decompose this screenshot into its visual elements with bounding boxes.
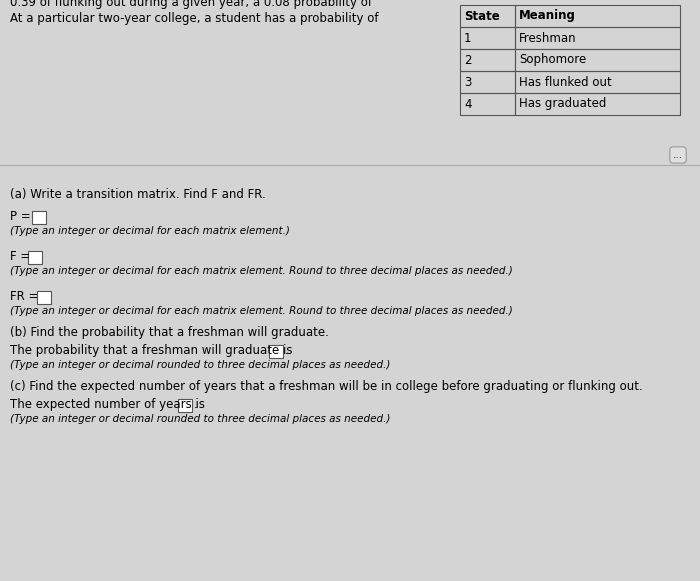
Text: State: State [464, 9, 500, 23]
Bar [515, 5, 680, 27]
Text: (a) Write a transition matrix. Find F and FR.: (a) Write a transition matrix. Find F an… [10, 188, 266, 201]
Bar [460, 71, 515, 93]
Text: 0.39 of flunking out during a given year, a 0.08 probability of: 0.39 of flunking out during a given year… [10, 0, 372, 9]
Bar [460, 49, 515, 71]
Text: (Type an integer or decimal for each matrix element.): (Type an integer or decimal for each mat… [10, 226, 290, 236]
Bar [460, 5, 515, 27]
Bar [37, 291, 51, 304]
Text: .: . [285, 344, 288, 357]
Bar [515, 27, 680, 49]
Text: .: . [194, 398, 197, 411]
Bar [32, 211, 46, 224]
Text: Has graduated: Has graduated [519, 98, 606, 110]
Text: At a particular two-year college, a student has a probability of: At a particular two-year college, a stud… [10, 12, 379, 25]
Bar [269, 345, 283, 358]
Bar [515, 93, 680, 115]
Text: The expected number of years is: The expected number of years is [10, 398, 205, 411]
Text: (Type an integer or decimal for each matrix element. Round to three decimal plac: (Type an integer or decimal for each mat… [10, 306, 512, 316]
Text: 2: 2 [464, 53, 472, 66]
Text: (c) Find the expected number of years that a freshman will be in college before : (c) Find the expected number of years th… [10, 380, 643, 393]
Text: (Type an integer or decimal rounded to three decimal places as needed.): (Type an integer or decimal rounded to t… [10, 414, 391, 424]
Bar [515, 71, 680, 93]
Text: 4: 4 [464, 98, 472, 110]
Text: F =: F = [10, 250, 30, 263]
Text: FR =: FR = [10, 290, 38, 303]
Bar [460, 27, 515, 49]
Text: Freshman: Freshman [519, 31, 577, 45]
Text: Has flunked out: Has flunked out [519, 76, 612, 88]
Text: (Type an integer or decimal for each matrix element. Round to three decimal plac: (Type an integer or decimal for each mat… [10, 266, 512, 276]
Text: Sophomore: Sophomore [519, 53, 587, 66]
Text: 1: 1 [464, 31, 472, 45]
Bar [178, 399, 192, 412]
Text: Meaning: Meaning [519, 9, 576, 23]
Bar [28, 251, 42, 264]
Bar [515, 49, 680, 71]
Text: (b) Find the probability that a freshman will graduate.: (b) Find the probability that a freshman… [10, 326, 329, 339]
Text: 3: 3 [464, 76, 471, 88]
Bar [460, 93, 515, 115]
Text: The probability that a freshman will graduate is: The probability that a freshman will gra… [10, 344, 293, 357]
Text: ...: ... [673, 150, 683, 160]
Text: P =: P = [10, 210, 31, 223]
Text: (Type an integer or decimal rounded to three decimal places as needed.): (Type an integer or decimal rounded to t… [10, 360, 391, 370]
